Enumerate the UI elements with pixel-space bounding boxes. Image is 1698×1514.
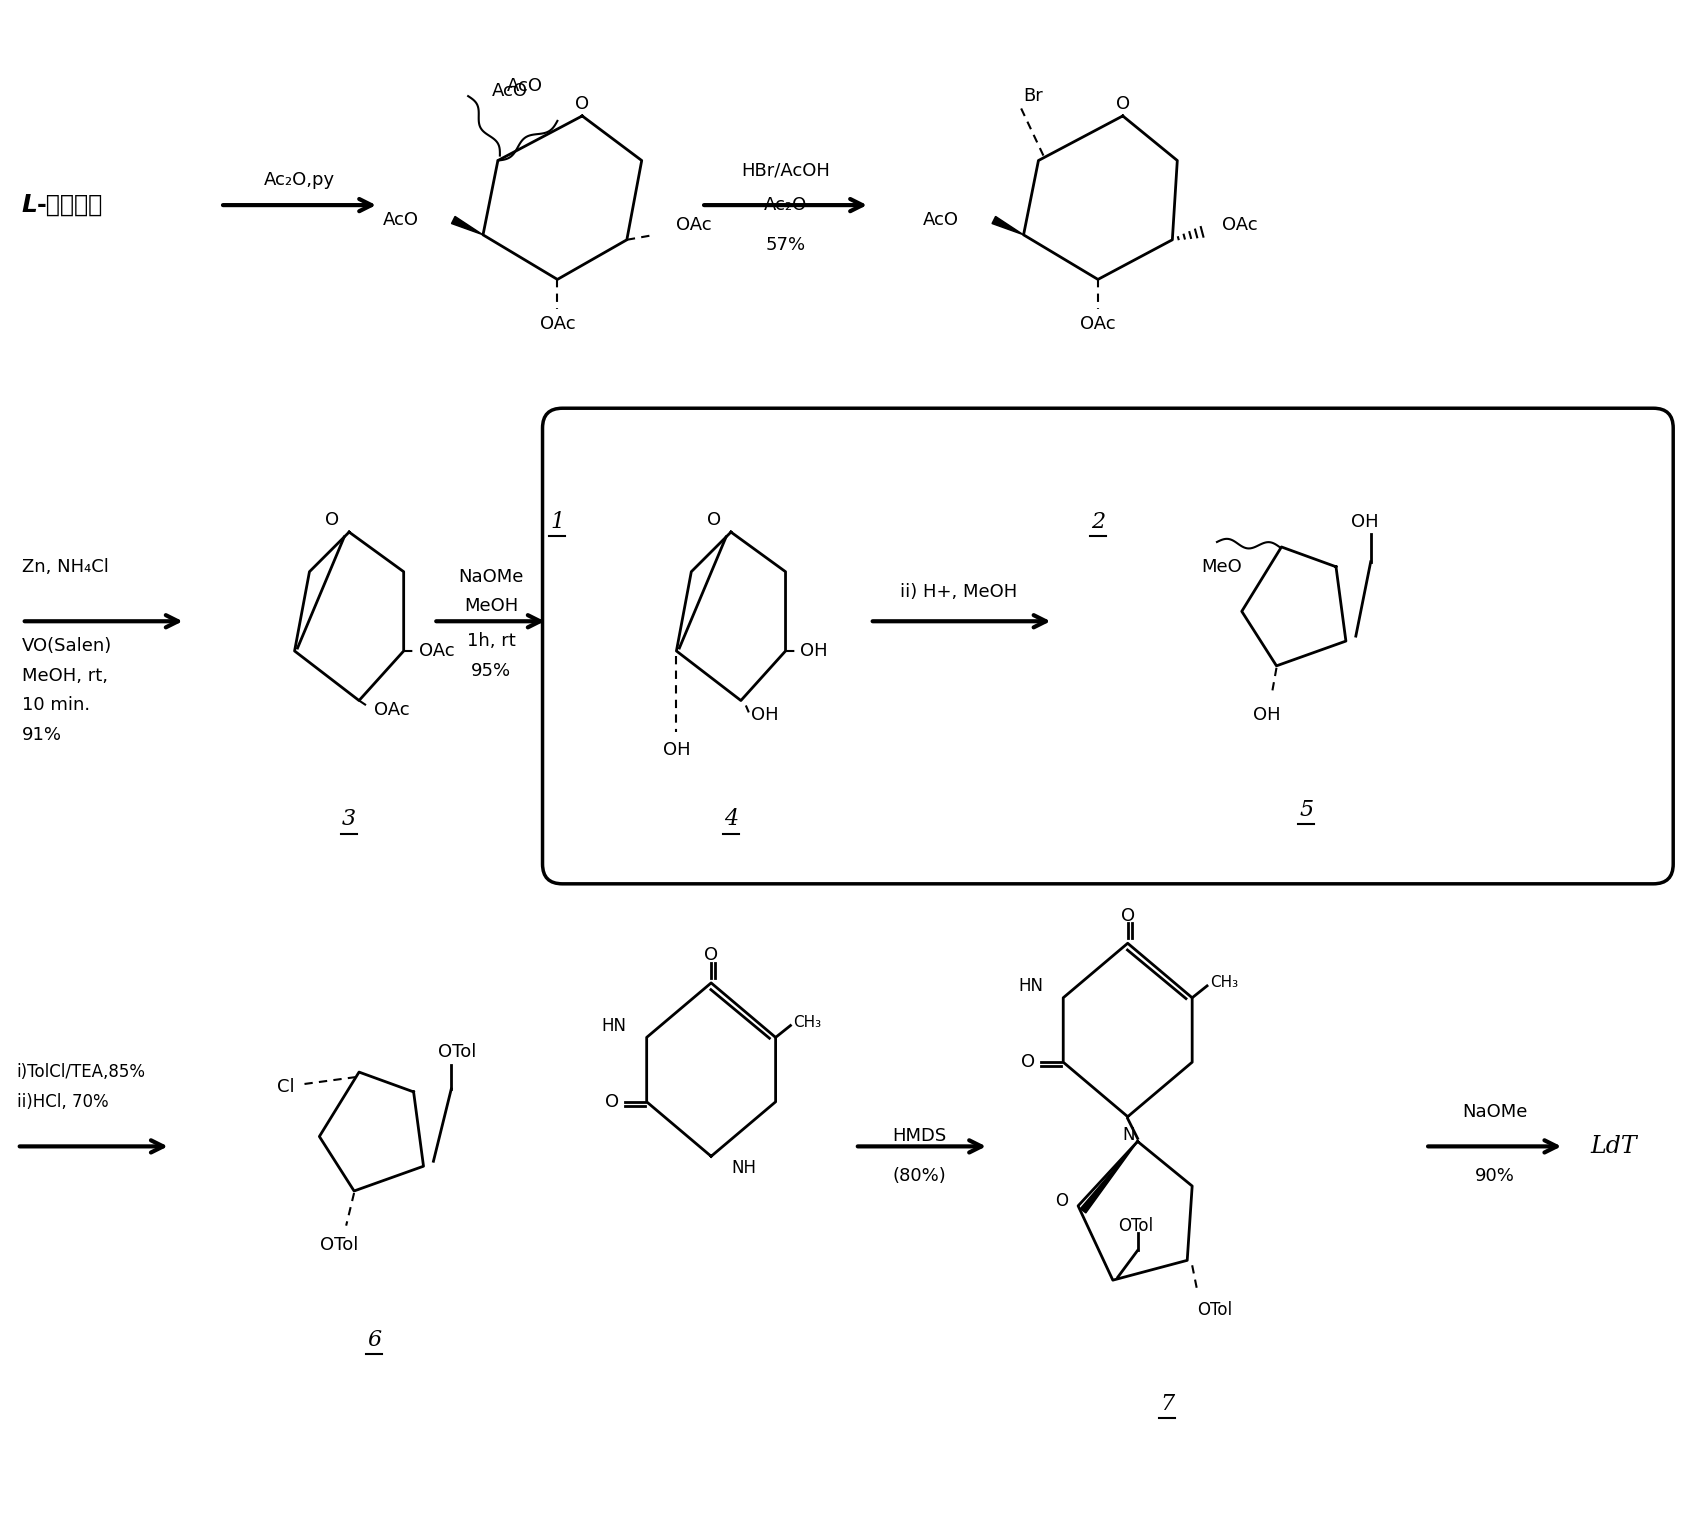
Polygon shape: [992, 217, 1022, 235]
Text: 90%: 90%: [1474, 1167, 1513, 1185]
Text: NaOMe: NaOMe: [1462, 1102, 1527, 1120]
Text: HN: HN: [1017, 977, 1043, 995]
Text: CH₃: CH₃: [1209, 975, 1238, 990]
Text: Cl: Cl: [277, 1078, 294, 1096]
Text: OAc: OAc: [540, 315, 576, 333]
Text: O: O: [324, 512, 340, 530]
Text: i)TolCl/TEA,85%: i)TolCl/TEA,85%: [17, 1063, 146, 1081]
Text: 2: 2: [1090, 512, 1104, 533]
Text: AcO: AcO: [491, 82, 528, 100]
Text: HMDS: HMDS: [891, 1128, 946, 1146]
Text: ii)HCl, 70%: ii)HCl, 70%: [17, 1093, 109, 1111]
Text: 95%: 95%: [470, 662, 511, 680]
Text: VO(Salen): VO(Salen): [22, 637, 112, 656]
Text: OAc: OAc: [1080, 315, 1116, 333]
Text: 1: 1: [550, 512, 564, 533]
Text: O: O: [1054, 1192, 1068, 1210]
Polygon shape: [452, 217, 482, 235]
Text: HN: HN: [601, 1016, 627, 1034]
Text: OH: OH: [662, 740, 689, 759]
Text: OH: OH: [800, 642, 827, 660]
Text: 57%: 57%: [766, 236, 805, 254]
Text: Zn, NH₄Cl: Zn, NH₄Cl: [22, 557, 109, 575]
Text: 3: 3: [341, 808, 357, 830]
Text: HBr/AcOH: HBr/AcOH: [740, 162, 830, 180]
Text: AcO: AcO: [922, 210, 959, 229]
Text: 10 min.: 10 min.: [22, 696, 90, 715]
Text: N: N: [1122, 1125, 1134, 1143]
Text: (80%): (80%): [891, 1167, 946, 1185]
Text: MeOH, rt,: MeOH, rt,: [22, 666, 107, 684]
Text: O: O: [1020, 1054, 1034, 1072]
Text: OTol: OTol: [1197, 1301, 1231, 1319]
Text: OH: OH: [751, 707, 778, 724]
Text: Br: Br: [1024, 88, 1043, 104]
Text: OH: OH: [1251, 707, 1280, 724]
Text: MeOH: MeOH: [464, 598, 518, 615]
Text: OAc: OAc: [1221, 217, 1257, 235]
Text: OTol: OTol: [1117, 1217, 1153, 1234]
Polygon shape: [1080, 1142, 1138, 1213]
Text: MeO: MeO: [1200, 557, 1241, 575]
Text: OTol: OTol: [319, 1237, 358, 1255]
Text: Ac₂O: Ac₂O: [764, 197, 807, 213]
Text: NH: NH: [730, 1160, 756, 1178]
Text: Ac₂O,py: Ac₂O,py: [263, 171, 335, 189]
Text: ii) H+, MeOH: ii) H+, MeOH: [900, 583, 1017, 601]
Text: O: O: [604, 1093, 618, 1111]
Text: O: O: [576, 95, 589, 114]
Text: OAc: OAc: [374, 701, 409, 719]
Text: 1h, rt: 1h, rt: [467, 631, 514, 650]
Text: 5: 5: [1299, 798, 1313, 821]
Text: OTol: OTol: [438, 1043, 477, 1061]
Text: CH₃: CH₃: [793, 1014, 822, 1030]
Text: LdT: LdT: [1589, 1136, 1637, 1158]
Text: AcO: AcO: [382, 210, 418, 229]
Text: OAc: OAc: [676, 217, 711, 235]
Text: O: O: [1121, 907, 1134, 925]
Text: AcO: AcO: [506, 77, 542, 95]
Text: O: O: [1116, 95, 1129, 114]
Text: 7: 7: [1160, 1393, 1173, 1416]
Text: 6: 6: [367, 1329, 380, 1350]
Text: 4: 4: [723, 808, 737, 830]
Text: OH: OH: [1350, 513, 1377, 531]
Text: O: O: [703, 946, 718, 964]
Text: NaOMe: NaOMe: [458, 568, 523, 586]
Text: -阿拉伯糖: -阿拉伯糖: [37, 194, 104, 217]
Text: O: O: [706, 512, 720, 530]
Text: OAc: OAc: [418, 642, 453, 660]
Text: 91%: 91%: [22, 727, 61, 745]
Text: L: L: [22, 194, 37, 217]
